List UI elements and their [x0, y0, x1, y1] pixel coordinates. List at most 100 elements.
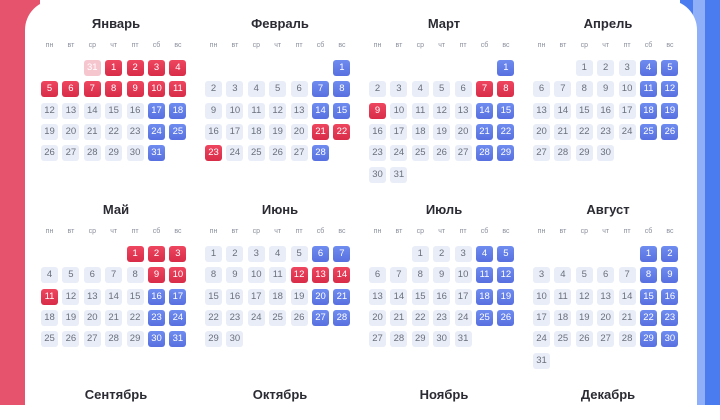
day-cell-weekend[interactable]: 19 — [497, 288, 515, 305]
day-cell-workday[interactable]: 24 — [618, 123, 636, 140]
day-cell-workday[interactable]: 18 — [554, 309, 572, 326]
day-cell-workday[interactable]: 17 — [390, 123, 408, 140]
day-cell-workday[interactable]: 23 — [597, 123, 615, 140]
day-cell-workday[interactable]: 14 — [554, 102, 572, 119]
day-cell-weekend[interactable]: 23 — [148, 309, 165, 326]
day-cell-workday[interactable]: 3 — [390, 81, 408, 98]
day-cell-holiday[interactable]: 2 — [126, 60, 144, 76]
day-cell-workday[interactable]: 6 — [533, 81, 550, 98]
day-cell-workday[interactable]: 21 — [618, 309, 636, 326]
day-cell-workday[interactable]: 25 — [269, 309, 287, 326]
day-cell-holiday[interactable]: 7 — [476, 81, 493, 98]
day-cell-workday[interactable]: 13 — [369, 288, 386, 305]
day-cell-workday[interactable]: 5 — [269, 81, 287, 98]
day-cell-holiday[interactable]: 9 — [148, 267, 165, 284]
day-cell-workday[interactable]: 18 — [269, 288, 287, 305]
day-cell-workday[interactable]: 10 — [247, 267, 265, 284]
day-cell-workday[interactable]: 1 — [575, 60, 593, 76]
day-cell-weekend[interactable]: 7 — [312, 81, 329, 98]
day-cell-weekend[interactable]: 5 — [497, 246, 515, 262]
day-cell-workday[interactable]: 22 — [575, 123, 593, 140]
day-cell-workday[interactable]: 22 — [411, 309, 429, 326]
day-cell-workday[interactable]: 10 — [618, 81, 636, 98]
day-cell-workday[interactable]: 18 — [41, 309, 58, 326]
day-cell-workday[interactable]: 7 — [618, 267, 636, 284]
day-cell-weekend[interactable]: 31 — [148, 145, 165, 162]
day-cell-workday[interactable]: 13 — [533, 102, 550, 119]
day-cell-weekend[interactable]: 12 — [661, 81, 679, 98]
day-cell-workday[interactable]: 9 — [433, 267, 451, 284]
day-cell-weekend[interactable]: 11 — [640, 81, 657, 98]
day-cell-holiday[interactable]: 10 — [148, 81, 165, 98]
day-cell-weekend[interactable]: 29 — [640, 331, 657, 348]
day-cell-workday[interactable]: 6 — [369, 267, 386, 284]
day-cell-workday[interactable]: 15 — [411, 288, 429, 305]
day-cell-workday[interactable]: 30 — [597, 145, 615, 162]
day-cell-holiday[interactable]: 9 — [369, 102, 386, 119]
day-cell-weekend[interactable]: 24 — [169, 309, 187, 326]
day-cell-workday[interactable]: 24 — [533, 331, 550, 348]
day-cell-workday[interactable]: 27 — [597, 331, 615, 348]
day-cell-holiday[interactable]: 3 — [148, 60, 165, 76]
day-cell-workday[interactable]: 30 — [369, 166, 386, 183]
day-cell-workday[interactable]: 14 — [83, 102, 101, 119]
day-cell-workday[interactable]: 20 — [597, 309, 615, 326]
day-cell-workday[interactable]: 4 — [41, 267, 58, 284]
day-cell-workday[interactable]: 16 — [433, 288, 451, 305]
day-cell-workday[interactable]: 6 — [454, 81, 472, 98]
day-cell-workday[interactable]: 16 — [205, 123, 222, 140]
day-cell-workday[interactable]: 23 — [126, 123, 144, 140]
day-cell-holiday[interactable]: 9 — [126, 81, 144, 98]
day-cell-workday[interactable]: 9 — [597, 81, 615, 98]
day-cell-workday[interactable]: 3 — [618, 60, 636, 76]
day-cell-weekend[interactable]: 14 — [476, 102, 493, 119]
day-cell-workday[interactable]: 2 — [369, 81, 386, 98]
day-cell-workday[interactable]: 3 — [226, 81, 244, 98]
day-cell-workday[interactable]: 21 — [390, 309, 408, 326]
day-cell-weekend[interactable]: 18 — [476, 288, 493, 305]
day-cell-holiday[interactable]: 8 — [497, 81, 515, 98]
day-cell-workday[interactable]: 30 — [226, 331, 244, 348]
day-cell-weekend[interactable]: 9 — [661, 267, 679, 284]
day-cell-weekend[interactable]: 22 — [497, 123, 515, 140]
day-cell-weekend[interactable]: 7 — [333, 246, 351, 262]
day-cell-workday[interactable]: 26 — [575, 331, 593, 348]
day-cell-weekend[interactable]: 11 — [476, 267, 493, 284]
day-cell-workday[interactable]: 6 — [290, 81, 308, 98]
day-cell-workday[interactable]: 20 — [290, 123, 308, 140]
day-cell-workday[interactable]: 4 — [411, 81, 429, 98]
day-cell-weekend[interactable]: 16 — [661, 288, 679, 305]
day-cell-holiday[interactable]: 23 — [205, 145, 222, 162]
day-cell-workday[interactable]: 17 — [618, 102, 636, 119]
day-cell-workday[interactable]: 25 — [41, 331, 58, 348]
day-cell-holiday[interactable]: 1 — [105, 60, 123, 76]
day-cell-workday[interactable]: 12 — [41, 102, 58, 119]
day-cell-workday[interactable]: 10 — [226, 102, 244, 119]
day-cell-weekend[interactable]: 21 — [333, 288, 351, 305]
day-cell-workday[interactable]: 28 — [554, 145, 572, 162]
day-cell-weekend[interactable]: 17 — [169, 288, 187, 305]
day-cell-workday[interactable]: 28 — [83, 145, 101, 162]
day-cell-workday[interactable]: 25 — [554, 331, 572, 348]
day-cell-workday[interactable]: 17 — [454, 288, 472, 305]
day-cell-workday[interactable]: 16 — [226, 288, 244, 305]
day-cell-workday[interactable]: 24 — [454, 309, 472, 326]
day-cell-weekend[interactable]: 17 — [148, 102, 165, 119]
day-cell-workday[interactable]: 13 — [290, 102, 308, 119]
day-cell-workday[interactable]: 12 — [269, 102, 287, 119]
day-cell-workday[interactable]: 30 — [126, 145, 144, 162]
day-cell-workday[interactable]: 31 — [533, 352, 550, 369]
day-cell-workday[interactable]: 5 — [290, 246, 308, 262]
day-cell-workday[interactable]: 24 — [247, 309, 265, 326]
day-cell-holiday[interactable]: 12 — [290, 267, 308, 284]
day-cell-workday[interactable]: 23 — [226, 309, 244, 326]
day-cell-workday[interactable]: 3 — [454, 246, 472, 262]
day-cell-workday[interactable]: 27 — [83, 331, 101, 348]
day-cell-workday[interactable]: 24 — [390, 145, 408, 162]
day-cell-workday[interactable]: 23 — [433, 309, 451, 326]
day-cell-workday[interactable]: 26 — [269, 145, 287, 162]
day-cell-workday[interactable]: 14 — [390, 288, 408, 305]
day-cell-workday[interactable]: 11 — [247, 102, 265, 119]
day-cell-weekend[interactable]: 15 — [497, 102, 515, 119]
day-cell-holiday[interactable]: 13 — [312, 267, 329, 284]
